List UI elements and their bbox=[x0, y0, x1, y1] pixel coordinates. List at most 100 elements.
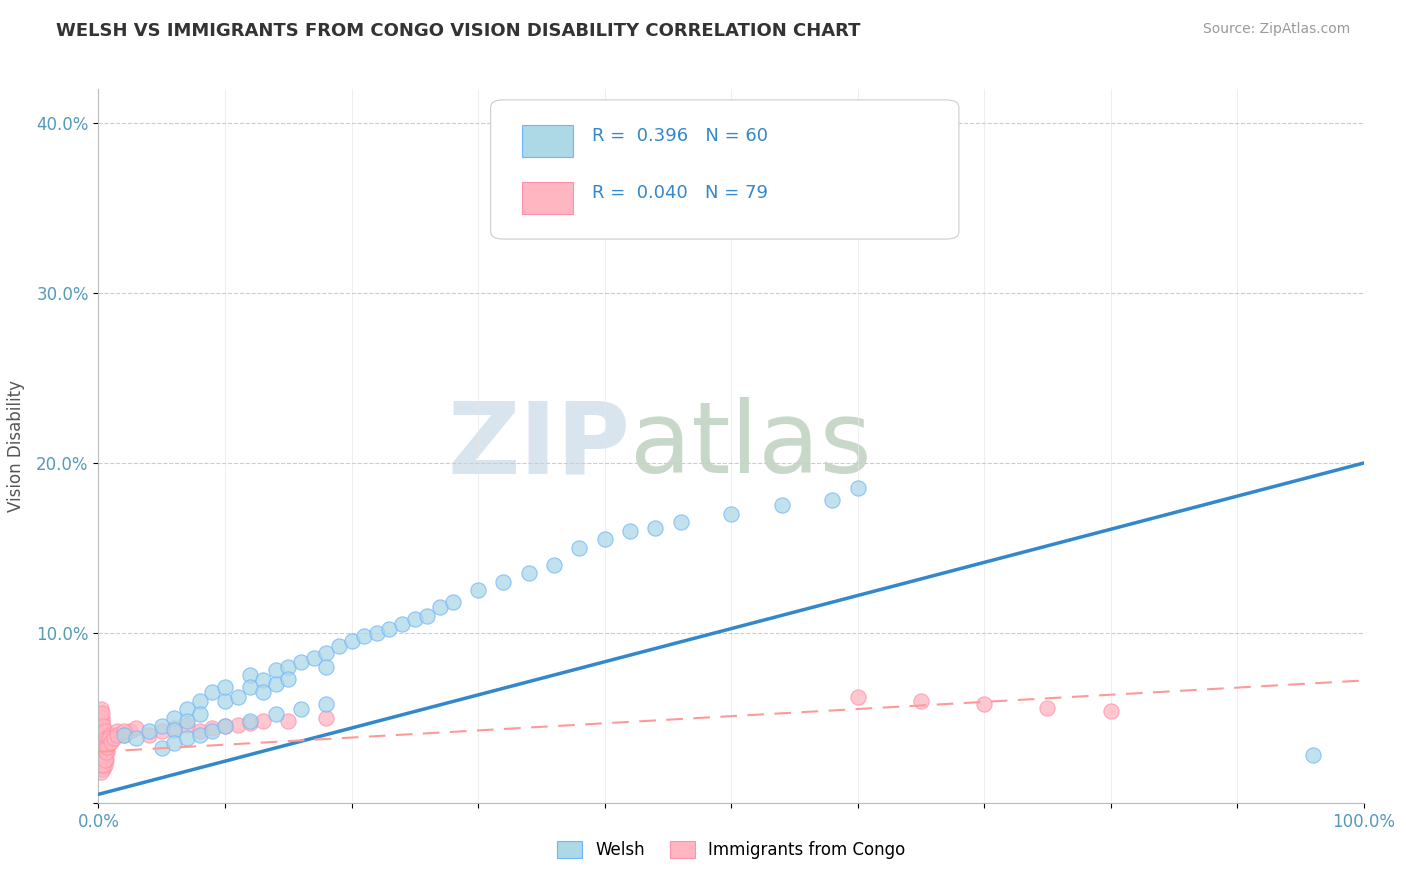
Point bbox=[91, 736, 114, 750]
Point bbox=[315, 660, 337, 674]
Point bbox=[1302, 748, 1324, 763]
Point bbox=[93, 728, 115, 742]
Point bbox=[90, 756, 112, 771]
Point bbox=[90, 741, 112, 756]
Point bbox=[290, 655, 312, 669]
Point bbox=[176, 717, 198, 731]
Point bbox=[150, 741, 173, 756]
Point bbox=[226, 690, 249, 705]
Point bbox=[302, 651, 325, 665]
Point bbox=[90, 707, 112, 722]
Point bbox=[100, 734, 122, 748]
Point bbox=[91, 706, 114, 720]
Point bbox=[239, 668, 262, 682]
Point bbox=[163, 711, 186, 725]
Point bbox=[619, 524, 641, 538]
Point bbox=[973, 698, 995, 712]
Point bbox=[644, 520, 666, 534]
Point bbox=[239, 715, 262, 730]
Point bbox=[93, 736, 115, 750]
Point bbox=[517, 566, 540, 581]
Point bbox=[97, 736, 120, 750]
Point bbox=[391, 617, 413, 632]
Point bbox=[91, 714, 114, 729]
Point bbox=[378, 623, 401, 637]
Point bbox=[91, 711, 114, 725]
Point bbox=[315, 711, 337, 725]
Point bbox=[91, 750, 114, 764]
Point bbox=[91, 753, 114, 767]
FancyBboxPatch shape bbox=[523, 182, 574, 214]
Point bbox=[264, 707, 287, 722]
Point bbox=[188, 707, 211, 722]
Point bbox=[90, 765, 112, 780]
Point bbox=[138, 724, 160, 739]
Point bbox=[112, 724, 135, 739]
Point bbox=[277, 660, 299, 674]
Point bbox=[91, 758, 114, 772]
Point bbox=[90, 758, 112, 772]
Text: R =  0.396   N = 60: R = 0.396 N = 60 bbox=[592, 127, 768, 145]
Point bbox=[214, 719, 236, 733]
Text: atlas: atlas bbox=[630, 398, 872, 494]
Point bbox=[404, 612, 426, 626]
Legend: Welsh, Immigrants from Congo: Welsh, Immigrants from Congo bbox=[550, 834, 912, 866]
Point bbox=[214, 680, 236, 694]
Point bbox=[176, 731, 198, 746]
Point bbox=[214, 694, 236, 708]
Point bbox=[467, 583, 489, 598]
Point bbox=[112, 728, 135, 742]
Point bbox=[441, 595, 464, 609]
Point bbox=[252, 714, 274, 729]
Point bbox=[1036, 700, 1059, 714]
Point bbox=[264, 663, 287, 677]
Y-axis label: Vision Disability: Vision Disability bbox=[7, 380, 25, 512]
Point bbox=[277, 672, 299, 686]
Point bbox=[90, 702, 112, 716]
Point bbox=[91, 731, 114, 746]
Point bbox=[97, 731, 120, 746]
Text: Source: ZipAtlas.com: Source: ZipAtlas.com bbox=[1202, 22, 1350, 37]
Point bbox=[669, 516, 692, 530]
Point bbox=[252, 673, 274, 688]
Point bbox=[90, 753, 112, 767]
Point bbox=[264, 677, 287, 691]
Point bbox=[328, 640, 350, 654]
Point bbox=[93, 762, 115, 776]
Point bbox=[93, 719, 115, 733]
Point bbox=[429, 600, 451, 615]
Point bbox=[90, 724, 112, 739]
Point bbox=[416, 608, 439, 623]
Point bbox=[91, 741, 114, 756]
Point bbox=[103, 728, 125, 742]
Point bbox=[98, 728, 121, 742]
Point bbox=[277, 714, 299, 729]
Point bbox=[93, 724, 117, 739]
Point bbox=[340, 634, 363, 648]
Text: ZIP: ZIP bbox=[447, 398, 630, 494]
Point bbox=[96, 745, 118, 759]
Point bbox=[90, 731, 112, 746]
Point bbox=[90, 711, 112, 725]
Point bbox=[1099, 704, 1122, 718]
Point bbox=[107, 728, 129, 742]
Point bbox=[96, 739, 118, 754]
Text: R =  0.040   N = 79: R = 0.040 N = 79 bbox=[592, 184, 768, 202]
Point bbox=[188, 694, 211, 708]
Point bbox=[770, 499, 793, 513]
Point bbox=[290, 702, 312, 716]
Point bbox=[103, 731, 125, 746]
Point bbox=[252, 685, 274, 699]
Point bbox=[226, 717, 249, 731]
Point bbox=[353, 629, 375, 643]
Point bbox=[163, 721, 186, 735]
Point bbox=[125, 721, 148, 735]
Point bbox=[93, 745, 115, 759]
Point bbox=[239, 714, 262, 729]
Point bbox=[93, 741, 117, 756]
Point bbox=[125, 731, 148, 746]
Point bbox=[543, 558, 565, 572]
Point bbox=[93, 758, 115, 772]
Point bbox=[568, 541, 591, 555]
Point bbox=[492, 574, 515, 589]
